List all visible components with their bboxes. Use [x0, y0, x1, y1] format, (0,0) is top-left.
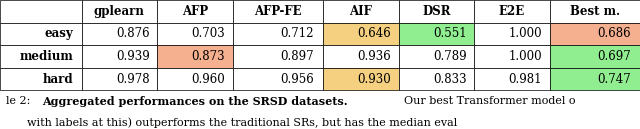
Text: Our best Transformer model o: Our best Transformer model o	[397, 96, 575, 106]
Text: with labels at this) outperforms the traditional SRs, but has the median eval: with labels at this) outperforms the tra…	[6, 117, 458, 128]
Text: Aggregated performances on the SRSD datasets.: Aggregated performances on the SRSD data…	[42, 96, 348, 107]
Text: le 2:: le 2:	[6, 96, 35, 106]
